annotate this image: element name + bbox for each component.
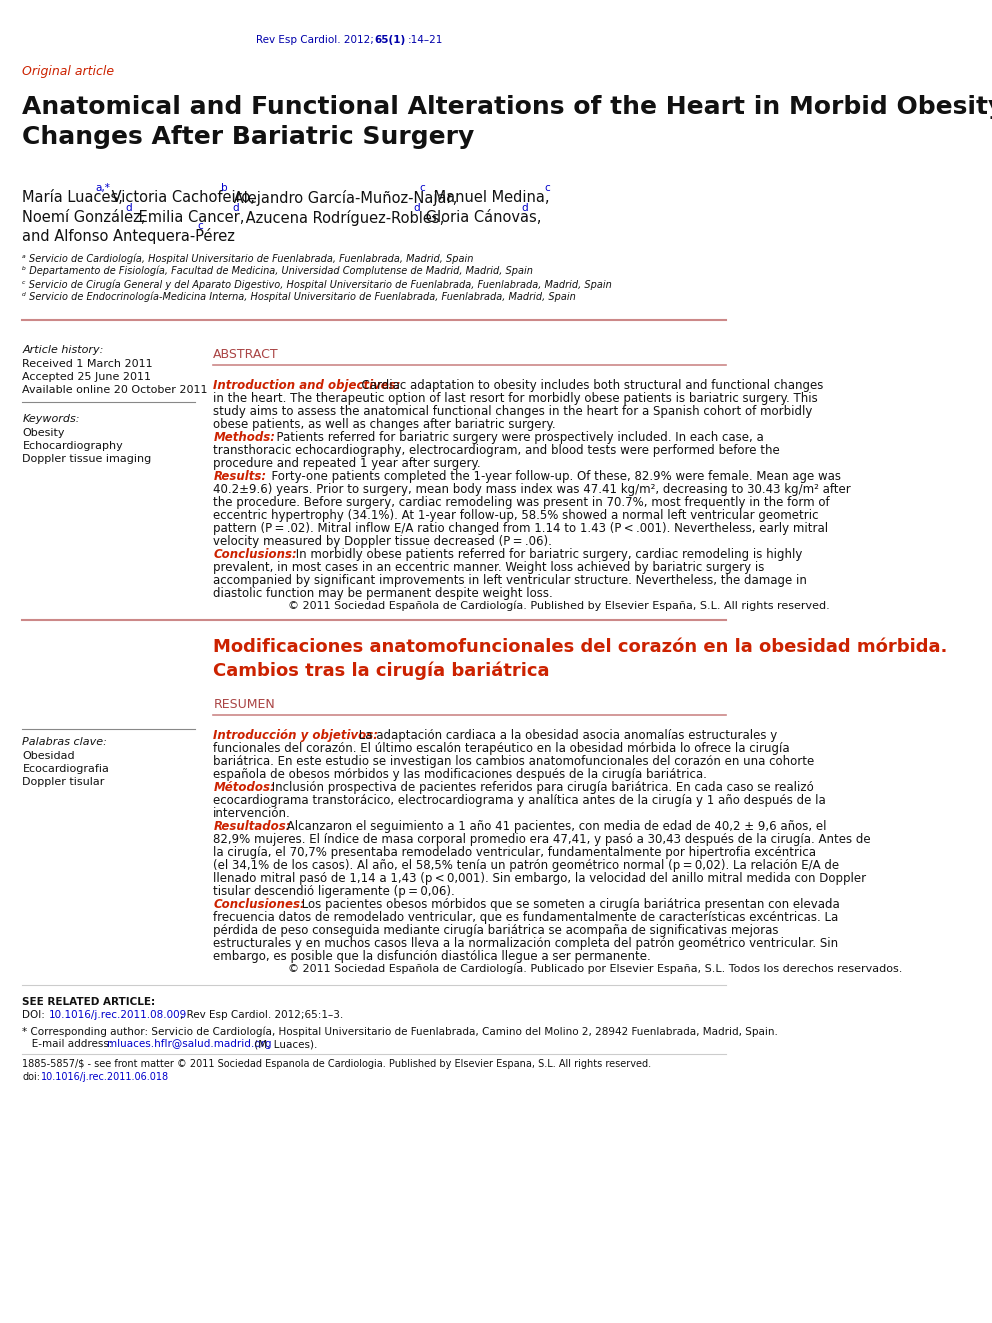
Text: Doppler tissue imaging: Doppler tissue imaging (23, 454, 152, 464)
Text: RESUMEN: RESUMEN (213, 699, 275, 710)
Text: * Corresponding author: Servicio de Cardiología, Hospital Universitario de Fuenl: * Corresponding author: Servicio de Card… (23, 1027, 779, 1036)
Text: transthoracic echocardiography, electrocardiogram, and blood tests were performe: transthoracic echocardiography, electroc… (213, 445, 780, 456)
Text: Received 1 March 2011: Received 1 March 2011 (23, 359, 153, 369)
Text: 10.1016/j.rec.2011.06.018: 10.1016/j.rec.2011.06.018 (41, 1072, 170, 1082)
Text: Conclusions:: Conclusions: (213, 548, 297, 561)
Text: c: c (197, 221, 203, 232)
Text: Los pacientes obesos mórbidos que se someten a cirugía bariátrica presentan con : Los pacientes obesos mórbidos que se som… (298, 898, 839, 912)
Text: E-mail address:: E-mail address: (23, 1039, 116, 1049)
Text: bariátrica. En este estudio se investigan los cambios anatomofuncionales del cor: bariátrica. En este estudio se investiga… (213, 755, 814, 767)
Text: prevalent, in most cases in an eccentric manner. Weight loss achieved by bariatr: prevalent, in most cases in an eccentric… (213, 561, 765, 574)
Text: the procedure. Before surgery, cardiac remodeling was present in 70.7%, most fre: the procedure. Before surgery, cardiac r… (213, 496, 830, 509)
Text: llenado mitral pasó de 1,14 a 1,43 (p < 0,001). Sin embargo, la velocidad del an: llenado mitral pasó de 1,14 a 1,43 (p < … (213, 872, 866, 885)
Text: Inclusión prospectiva de pacientes referidos para cirugía bariátrica. En cada ca: Inclusión prospectiva de pacientes refer… (268, 781, 813, 794)
Text: Ecocardiografia: Ecocardiografia (23, 763, 109, 774)
Text: © 2011 Sociedad Española de Cardiología. Published by Elsevier España, S.L. All : © 2011 Sociedad Española de Cardiología.… (288, 601, 830, 610)
Text: 1885-5857/$ - see front matter © 2011 Sociedad Espanola de Cardiologia. Publishe: 1885-5857/$ - see front matter © 2011 So… (23, 1058, 652, 1069)
Text: Article history:: Article history: (23, 345, 104, 355)
Text: ᵇ Departamento de Fisiología, Facultad de Medicina, Universidad Complutense de M: ᵇ Departamento de Fisiología, Facultad d… (23, 266, 534, 277)
Text: Methods:: Methods: (213, 431, 276, 445)
Text: pattern (P = .02). Mitral inflow E/A ratio changed from 1.14 to 1.43 (P < .001).: pattern (P = .02). Mitral inflow E/A rat… (213, 523, 828, 534)
Text: a,*: a,* (96, 184, 111, 193)
Text: , Rev Esp Cardiol. 2012;65:1–3.: , Rev Esp Cardiol. 2012;65:1–3. (180, 1009, 343, 1020)
Text: Results:: Results: (213, 470, 267, 483)
Text: 65(1): 65(1) (374, 34, 406, 45)
Text: Gloria Cánovas,: Gloria Cánovas, (422, 210, 542, 225)
Text: :14–21: :14–21 (408, 34, 443, 45)
Text: Available online 20 October 2011: Available online 20 October 2011 (23, 385, 208, 396)
Text: d: d (413, 204, 420, 213)
Text: accompanied by significant improvements in left ventricular structure. Neverthel: accompanied by significant improvements … (213, 574, 807, 587)
Text: Noemí González,: Noemí González, (23, 210, 146, 225)
Text: La adaptación cardiaca a la obesidad asocia anomalías estructurales y: La adaptación cardiaca a la obesidad aso… (355, 729, 778, 742)
Text: intervención.: intervención. (213, 807, 291, 820)
Text: Doppler tisular: Doppler tisular (23, 777, 105, 787)
Text: ᵈ Servicio de Endocrinología-Medicina Interna, Hospital Universitario de Fuenlab: ᵈ Servicio de Endocrinología-Medicina In… (23, 292, 576, 303)
Text: SEE RELATED ARTICLE:: SEE RELATED ARTICLE: (23, 998, 156, 1007)
Text: doi:: doi: (23, 1072, 41, 1082)
Text: Resultados:: Resultados: (213, 820, 291, 833)
Text: b: b (221, 184, 227, 193)
Text: Anatomical and Functional Alterations of the Heart in Morbid Obesity.
Changes Af: Anatomical and Functional Alterations of… (23, 95, 992, 148)
Text: Rev Esp Cardiol. 2012;: Rev Esp Cardiol. 2012; (256, 34, 374, 45)
Text: funcionales del corazón. El último escalón terapéutico en la obesidad mórbida lo: funcionales del corazón. El último escal… (213, 742, 790, 755)
Text: Introduction and objectives:: Introduction and objectives: (213, 378, 401, 392)
Text: diastolic function may be permanent despite weight loss.: diastolic function may be permanent desp… (213, 587, 553, 601)
Text: in the heart. The therapeutic option of last resort for morbidly obese patients : in the heart. The therapeutic option of … (213, 392, 818, 405)
Text: española de obesos mórbidos y las modificaciones después de la cirugía bariátric: española de obesos mórbidos y las modifi… (213, 767, 707, 781)
Text: ᶜ Servicio de Cirugía General y del Aparato Digestivo, Hospital Universitario de: ᶜ Servicio de Cirugía General y del Apar… (23, 279, 612, 290)
Text: Echocardiography: Echocardiography (23, 441, 123, 451)
Text: Victoria Cachofeiro,: Victoria Cachofeiro, (107, 191, 255, 205)
Text: embargo, es posible que la disfunción diastólica llegue a ser permanente.: embargo, es posible que la disfunción di… (213, 950, 651, 963)
Text: (M. Luaces).: (M. Luaces). (251, 1039, 317, 1049)
Text: Emilia Cancer,: Emilia Cancer, (134, 210, 244, 225)
Text: (el 34,1% de los casos). Al año, el 58,5% tenía un patrón geométrico normal (p =: (el 34,1% de los casos). Al año, el 58,5… (213, 859, 839, 872)
Text: ecocardiograma transtorácico, electrocardiograma y analítica antes de la cirugía: ecocardiograma transtorácico, electrocar… (213, 794, 826, 807)
Text: frecuencia datos de remodelado ventricular, que es fundamentalmente de caracterí: frecuencia datos de remodelado ventricul… (213, 912, 838, 923)
Text: Azucena Rodríguez-Robles,: Azucena Rodríguez-Robles, (241, 210, 444, 226)
Text: Obesidad: Obesidad (23, 751, 75, 761)
Text: study aims to assess the anatomical functional changes in the heart for a Spanis: study aims to assess the anatomical func… (213, 405, 812, 418)
Text: mluaces.hflr@salud.madrid.org: mluaces.hflr@salud.madrid.org (107, 1039, 272, 1049)
Text: Original article: Original article (23, 65, 114, 78)
Text: 40.2±9.6) years. Prior to surgery, mean body mass index was 47.41 kg/m², decreas: 40.2±9.6) years. Prior to surgery, mean … (213, 483, 851, 496)
Text: Obesity: Obesity (23, 429, 64, 438)
Text: velocity measured by Doppler tissue decreased (P = .06).: velocity measured by Doppler tissue decr… (213, 534, 553, 548)
Text: d: d (522, 204, 528, 213)
Text: Alcanzaron el seguimiento a 1 año 41 pacientes, con media de edad de 40,2 ± 9,6 : Alcanzaron el seguimiento a 1 año 41 pac… (283, 820, 826, 833)
Text: DOI:: DOI: (23, 1009, 49, 1020)
Text: obese patients, as well as changes after bariatric surgery.: obese patients, as well as changes after… (213, 418, 556, 431)
Text: 82,9% mujeres. El índice de masa corporal promedio era 47,41, y pasó a 30,43 des: 82,9% mujeres. El índice de masa corpora… (213, 833, 871, 845)
Text: 10.1016/j.rec.2011.08.009: 10.1016/j.rec.2011.08.009 (49, 1009, 186, 1020)
Text: pérdida de peso conseguida mediante cirugía bariátrica se acompaña de significat: pérdida de peso conseguida mediante ciru… (213, 923, 779, 937)
Text: d: d (233, 204, 239, 213)
Text: María Luaces,: María Luaces, (23, 191, 123, 205)
Text: Modificaciones anatomofuncionales del corazón en la obesidad mórbida.
Cambios tr: Modificaciones anatomofuncionales del co… (213, 638, 947, 680)
Text: Keywords:: Keywords: (23, 414, 80, 423)
Text: estructurales y en muchos casos lleva a la normalización completa del patrón geo: estructurales y en muchos casos lleva a … (213, 937, 838, 950)
Text: c: c (420, 184, 426, 193)
Text: Manuel Medina,: Manuel Medina, (429, 191, 550, 205)
Text: la cirugía, el 70,7% presentaba remodelado ventricular, fundamentalmente por hip: la cirugía, el 70,7% presentaba remodela… (213, 845, 816, 859)
Text: eccentric hypertrophy (34.1%). At 1-year follow-up, 58.5% showed a normal left v: eccentric hypertrophy (34.1%). At 1-year… (213, 509, 818, 523)
Text: Conclusiones:: Conclusiones: (213, 898, 305, 912)
Text: Forty-one patients completed the 1-year follow-up. Of these, 82.9% were female. : Forty-one patients completed the 1-year … (264, 470, 841, 483)
Text: Palabras clave:: Palabras clave: (23, 737, 107, 747)
Text: Alejandro García-Muñoz-Najar,: Alejandro García-Muñoz-Najar, (229, 191, 457, 206)
Text: and Alfonso Antequera-Pérez: and Alfonso Antequera-Pérez (23, 228, 235, 243)
Text: tisular descendió ligeramente (p = 0,06).: tisular descendió ligeramente (p = 0,06)… (213, 885, 455, 898)
Text: ᵃ Servicio de Cardiología, Hospital Universitario de Fuenlabrada, Fuenlabrada, M: ᵃ Servicio de Cardiología, Hospital Univ… (23, 253, 474, 263)
Text: © 2011 Sociedad Española de Cardiología. Publicado por Elsevier España, S.L. Tod: © 2011 Sociedad Española de Cardiología.… (288, 963, 903, 974)
Text: ABSTRACT: ABSTRACT (213, 348, 279, 361)
Text: In morbidly obese patients referred for bariatric surgery, cardiac remodeling is: In morbidly obese patients referred for … (292, 548, 803, 561)
Text: Métodos:: Métodos: (213, 781, 275, 794)
Text: Accepted 25 June 2011: Accepted 25 June 2011 (23, 372, 152, 382)
Text: Introducción y objetivos:: Introducción y objetivos: (213, 729, 378, 742)
Text: procedure and repeated 1 year after surgery.: procedure and repeated 1 year after surg… (213, 456, 481, 470)
Text: Patients referred for bariatric surgery were prospectively included. In each cas: Patients referred for bariatric surgery … (270, 431, 764, 445)
Text: Cardiac adaptation to obesity includes both structural and functional changes: Cardiac adaptation to obesity includes b… (354, 378, 823, 392)
Text: c: c (545, 184, 551, 193)
Text: d: d (126, 204, 132, 213)
